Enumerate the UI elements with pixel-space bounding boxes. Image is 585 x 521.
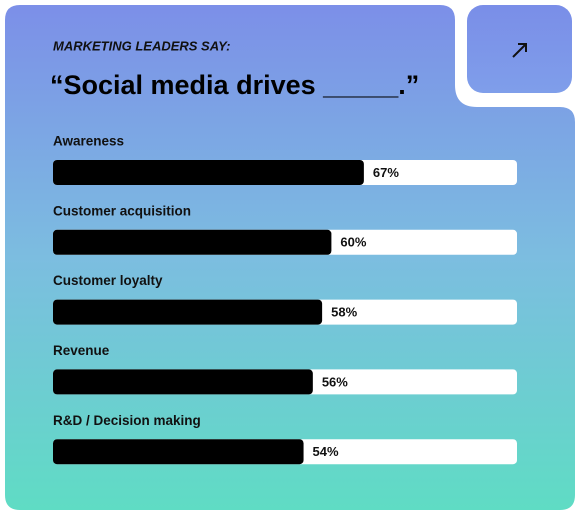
value-label: 54% xyxy=(313,444,339,459)
category-label: Revenue xyxy=(53,343,110,358)
category-label: R&D / Decision making xyxy=(53,413,201,428)
bar xyxy=(53,160,364,185)
bar xyxy=(53,299,323,325)
chart-title: “Social media drives _____.” xyxy=(50,70,419,100)
value-label: 58% xyxy=(331,305,357,320)
category-label: Awareness xyxy=(53,134,124,149)
bar xyxy=(53,369,313,395)
bar xyxy=(53,439,304,465)
open-button[interactable] xyxy=(467,5,572,93)
subtitle: MARKETING LEADERS SAY: xyxy=(53,38,230,53)
value-label: 60% xyxy=(340,235,366,250)
bar xyxy=(53,229,332,255)
category-label: Customer loyalty xyxy=(53,273,163,288)
category-label: Customer acquisition xyxy=(53,203,191,218)
value-label: 67% xyxy=(373,165,399,180)
value-label: 56% xyxy=(322,374,348,389)
arrow-icon[interactable] xyxy=(512,43,527,58)
button-background[interactable] xyxy=(467,5,572,93)
